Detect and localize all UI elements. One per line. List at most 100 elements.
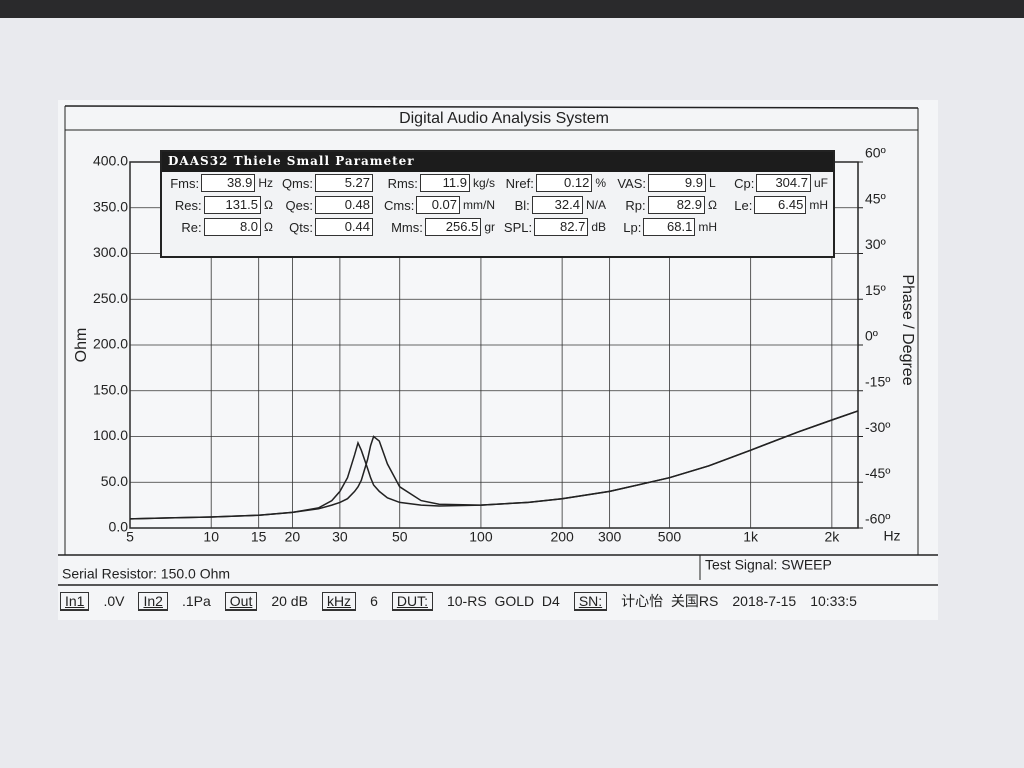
parameter-value: 68.1 (643, 218, 696, 236)
y-tick-label: 0.0 (109, 519, 129, 535)
parameter: Fms: 38.9 Hz (162, 174, 273, 192)
status-text: .1Pa (181, 593, 211, 609)
status-text: 6 (370, 593, 378, 609)
parameter-label: Lp: (623, 219, 642, 235)
parameter-value: 6.45 (754, 196, 807, 214)
parameter-label: Qes: (285, 197, 313, 213)
frame-line (64, 105, 919, 109)
status-text: .0V (103, 593, 125, 609)
y-tick-label: 250.0 (93, 290, 128, 306)
parameter-unit: kg/s (472, 176, 495, 190)
parameter: Qts: 0.44 (273, 218, 384, 236)
parameter-value: 8.0 (203, 218, 262, 236)
x-tick-label: 15 (251, 529, 267, 545)
y-tick-label: 300.0 (93, 244, 128, 260)
y-tick-label: 150.0 (93, 381, 128, 397)
x-tick-label: 20 (285, 529, 301, 545)
parameter: Nref: 0.12% (495, 174, 606, 192)
y2-axis-label: Phase / Degree (899, 274, 916, 385)
x-tick-label: 5 (126, 529, 134, 545)
y-tick-label: 100.0 (93, 427, 128, 443)
parameter: Res: 131.5 Ω (162, 196, 273, 214)
parameter-label: Mms: (391, 219, 423, 235)
parameter-label: Fms: (170, 175, 200, 191)
x-tick-label: 300 (598, 529, 622, 545)
x-tick-label: 2k (824, 529, 840, 545)
x-tick-label: 100 (469, 529, 493, 545)
status-button[interactable]: SN: (573, 591, 608, 611)
parameter-label: Qms: (281, 175, 313, 191)
parameter-label: Nref: (505, 175, 534, 191)
y-tick-label: 350.0 (93, 198, 128, 214)
parameter-panel: DAAS32 Thiele Small Parameter Fms: 38.9 Hz… (160, 150, 835, 258)
parameter-label: Le: (734, 197, 753, 213)
parameter-unit: mH (809, 198, 828, 212)
parameter: SPL: 82.7 dB (495, 218, 606, 236)
panel-title: DAAS32 Thiele Small Parameter (162, 152, 833, 172)
parameter-label: Cp: (734, 175, 755, 191)
status-button[interactable]: In1 (60, 591, 90, 611)
parameter: Rp: 82.9 Ω (606, 196, 717, 214)
x-tick-label: 10 (203, 529, 219, 545)
parameter-value: 304.7 (756, 174, 811, 192)
parameter-unit: N/A (585, 198, 606, 212)
parameter-value: 256.5 (424, 218, 482, 236)
parameter-label: Cms: (384, 197, 415, 213)
parameter-label: Rms: (387, 175, 418, 191)
x-tick-label: 30 (332, 529, 348, 545)
parameter-value: 0.12 (535, 174, 593, 192)
parameter-unit: % (595, 176, 606, 190)
parameter-label: Qts: (289, 219, 313, 235)
parameter: Bl: 32.4 N/A (495, 196, 606, 214)
status-text: 20 dB (271, 593, 308, 609)
parameter-unit: L (709, 176, 716, 190)
status-button[interactable]: Out (224, 591, 258, 611)
parameter-row: Res: 131.5 Ω Qes: 0.48 Cms: 0.07 mm/N Bl: 32.4 N/A… (162, 194, 833, 216)
y-tick-label: 200.0 (93, 336, 128, 352)
serial-resistor: Serial Resistor: 150.0 Ohm (62, 566, 230, 582)
parameter-unit: Ω (264, 220, 273, 234)
impedance-line (129, 410, 859, 520)
parameter: Le: 6.45 mH (717, 196, 828, 214)
parameter-value: 0.07 (416, 196, 460, 214)
status-button[interactable]: kHz (321, 591, 357, 611)
y-axis-label: Ohm (73, 328, 90, 363)
parameter-label: SPL: (503, 219, 533, 235)
parameter-unit: gr (484, 220, 495, 234)
parameter: Mms: 256.5 gr (384, 218, 495, 236)
parameter-unit: mH (698, 220, 717, 234)
parameter-unit: Ω (708, 198, 717, 212)
chart-title: Digital Audio Analysis System (399, 110, 609, 127)
parameter: VAS: 9.9 L (606, 174, 717, 192)
parameter-value: 32.4 (531, 196, 583, 214)
parameter: Lp: 68.1 mH (606, 218, 717, 236)
y-tick-label: 400.0 (93, 153, 128, 169)
parameter-unit: mm/N (463, 198, 495, 212)
parameter-value: 9.9 (648, 174, 706, 192)
photo-edge (0, 0, 1024, 18)
y2-tick-label: 0º (865, 328, 878, 344)
parameter: Cms: 0.07 mm/N (384, 196, 495, 214)
y2-tick-label: 15º (865, 282, 886, 298)
parameter-value: 0.44 (315, 218, 373, 236)
parameter-unit: dB (591, 220, 606, 234)
status-button[interactable]: In2 (138, 591, 168, 611)
y2-tick-label: -30º (865, 419, 890, 435)
parameter-value: 11.9 (419, 174, 470, 192)
parameter: Re: 8.0 Ω (162, 218, 273, 236)
x-tick-label: 1k (743, 529, 759, 545)
x-tick-label: 50 (392, 529, 408, 545)
y2-tick-label: 30º (865, 236, 886, 252)
status-text: 10-RS GOLD D4 (446, 593, 560, 609)
parameter-unit: uF (813, 176, 828, 190)
status-button[interactable]: DUT: (391, 591, 433, 611)
x-tick-label: 200 (550, 529, 574, 545)
parameter: Rms: 11.9 kg/s (384, 174, 495, 192)
parameter-value: 82.9 (647, 196, 706, 214)
y2-tick-label: -60º (865, 511, 890, 527)
parameter-value: 131.5 (203, 196, 262, 214)
parameter-label: Bl: (514, 197, 530, 213)
